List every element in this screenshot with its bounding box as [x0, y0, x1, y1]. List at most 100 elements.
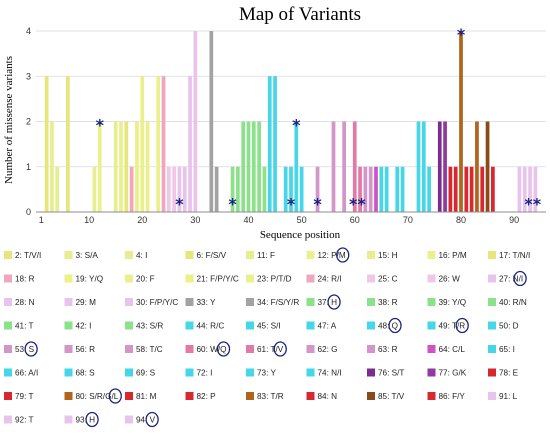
legend-label: 93: H	[76, 416, 96, 425]
x-tick-label: 90	[509, 215, 519, 225]
legend-label: 68: S	[76, 369, 96, 378]
bar-pos-84	[480, 166, 485, 212]
legend-swatch	[306, 345, 315, 353]
bar-pos-43	[262, 166, 267, 212]
bar-pos-86	[491, 166, 495, 212]
bar-pos-81	[464, 166, 469, 212]
bar-pos-38	[236, 166, 240, 212]
legend-swatch	[367, 392, 375, 400]
legend-swatch	[427, 392, 436, 400]
bar-pos-53	[315, 166, 320, 212]
bar-pos-79	[453, 166, 458, 212]
legend-label: 42: I	[76, 322, 92, 331]
legend-label: 2: T/V/I	[15, 251, 41, 260]
legend-label: 12: P/M	[318, 251, 346, 260]
bar-pos-68	[395, 166, 400, 212]
bar-pos-44	[267, 76, 272, 212]
legend-highlight-circle	[273, 341, 287, 357]
legend-swatch	[4, 345, 12, 353]
legend-swatch	[488, 321, 496, 330]
bar-pos-3	[50, 121, 54, 212]
bar-pos-82	[469, 166, 474, 212]
bar-pos-42	[257, 121, 261, 212]
legend-label: 20: F	[136, 275, 155, 284]
legend-label: 33: Y	[197, 298, 217, 307]
legend-label: 91: L	[499, 392, 518, 401]
legend-swatch	[246, 345, 254, 353]
legend-label: 85: T/V	[378, 392, 405, 401]
legend-label: 83: T/R	[257, 392, 284, 401]
grid-layer	[36, 30, 546, 168]
legend-swatch	[4, 274, 12, 283]
legend-highlight-circle	[216, 341, 231, 357]
x-tick-label: 10	[84, 215, 94, 225]
legend-label: 72: I	[197, 369, 213, 378]
bar-pos-50	[299, 166, 304, 212]
bar-pos-60	[352, 121, 357, 212]
legend-swatch	[427, 345, 436, 353]
bar-pos-29	[188, 76, 192, 212]
bar-pos-33	[209, 31, 214, 212]
legend-swatch	[488, 298, 496, 306]
asterisk-annotation: **	[524, 195, 541, 214]
bar-pos-39	[241, 121, 246, 212]
legend-label: 11: F	[257, 251, 275, 260]
legend-swatch	[64, 251, 73, 259]
bar-pos-16	[119, 121, 123, 212]
asterisk-annotation: **	[349, 195, 366, 214]
bar-pos-74	[427, 166, 431, 212]
bar-pos-28	[182, 166, 187, 212]
legend-label: 19: Y/Q	[76, 275, 104, 284]
bar-pos-92	[522, 166, 527, 212]
legend-label: 6: F/S/V	[197, 251, 227, 260]
legend-label: 86: F/Y	[439, 392, 466, 401]
legend-label: 23: P/T/D	[257, 275, 292, 284]
legend-swatch	[427, 274, 436, 283]
bar-pos-94	[533, 166, 538, 212]
bar-pos-69	[400, 166, 405, 212]
legend-swatch	[427, 368, 436, 377]
legend-swatch	[185, 345, 194, 353]
legend-swatch	[64, 415, 73, 424]
legend-highlight-circle	[85, 411, 99, 428]
bar-pos-48	[289, 166, 293, 212]
legend-swatch	[185, 321, 194, 330]
legend-label: 16: P/M	[439, 251, 467, 260]
legend-label: 27: N/I	[499, 275, 523, 284]
legend-label: 69: S	[136, 369, 156, 378]
y-tick-label: 0	[26, 207, 31, 217]
legend-swatch	[125, 415, 133, 424]
bar-pos-19	[135, 121, 139, 212]
legend-label: 15: H	[378, 251, 398, 260]
x-axis-label: Sequence position	[260, 229, 341, 241]
bar-pos-85	[485, 121, 490, 212]
legend-swatch	[306, 274, 315, 283]
x-tick-label: 50	[297, 215, 307, 225]
bar-pos-12	[97, 121, 102, 212]
legend-swatch	[185, 392, 194, 400]
legend-swatch	[427, 251, 436, 259]
legend-highlight-circle	[455, 317, 469, 334]
legend-swatch	[125, 251, 133, 259]
legend-label: 49: T/R	[439, 322, 466, 331]
legend-label: 40: R/N	[499, 298, 527, 307]
legend-swatch	[185, 368, 194, 377]
x-tick-label: 20	[137, 215, 147, 225]
chart-title: Map of Variants	[239, 4, 361, 25]
legend-label: 26: W	[439, 275, 461, 284]
legend-swatch	[306, 251, 315, 259]
legend-highlight-circle	[336, 247, 350, 263]
bar-pos-47	[283, 166, 288, 212]
bars-layer	[44, 31, 538, 212]
legend-label: 47: A	[318, 322, 337, 331]
bar-pos-78	[448, 166, 453, 212]
legend-label: 58: T/C	[136, 345, 163, 354]
bar-pos-11	[92, 166, 97, 212]
legend-highlight-circle	[145, 411, 159, 428]
legend-swatch	[185, 251, 194, 259]
bar-pos-80	[459, 31, 463, 212]
legend-label: 76: S/T	[378, 369, 404, 378]
legend-label: 17: T/N/I	[499, 251, 530, 260]
bar-pos-72	[416, 121, 421, 212]
